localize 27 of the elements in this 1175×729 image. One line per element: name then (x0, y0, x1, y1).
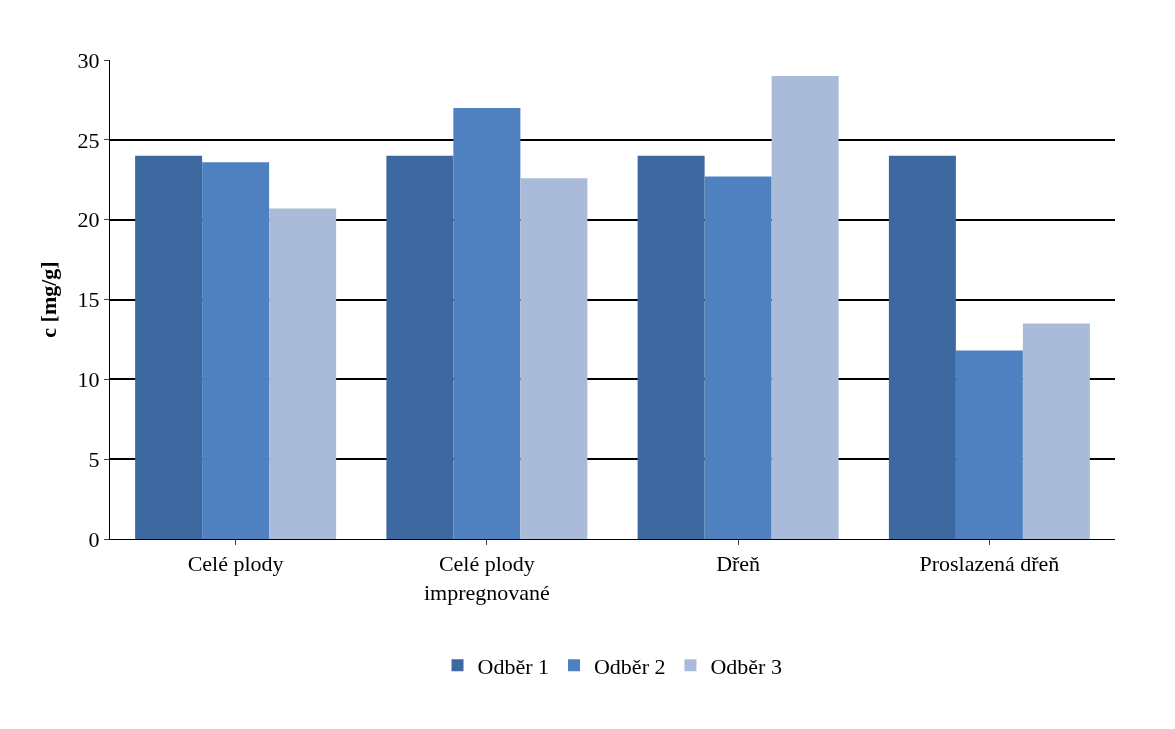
y-tick-label: 20 (77, 207, 100, 233)
y-axis-title: c [mg/g] (36, 261, 61, 338)
y-tick-label: 30 (77, 47, 100, 73)
y-tick-label: 0 (88, 526, 100, 552)
x-tick-label: Celé plody impregnované (423, 551, 550, 605)
bar (704, 176, 772, 539)
y-tick-label: 15 (77, 287, 100, 313)
bar (386, 155, 454, 539)
bar (202, 162, 270, 539)
x-tick-label: Celé plody (187, 551, 284, 577)
bar (269, 208, 337, 539)
bar (135, 155, 203, 539)
y-tick-label: 25 (77, 127, 100, 153)
bar (1022, 323, 1090, 539)
legend-label: Odběr 2 (593, 653, 666, 679)
bar (637, 155, 705, 539)
bar (771, 75, 839, 539)
y-tick-label: 5 (88, 446, 100, 472)
bar (520, 178, 588, 539)
x-tick-label: Proslazená dřeň (919, 551, 1060, 577)
bar (888, 155, 956, 539)
bar (955, 350, 1023, 539)
x-tick-label: Dřeň (716, 551, 761, 577)
legend-label: Odběr 3 (710, 653, 782, 679)
legend-label: Odběr 1 (477, 653, 549, 679)
bar (453, 107, 521, 539)
y-tick-label: 10 (77, 367, 100, 393)
